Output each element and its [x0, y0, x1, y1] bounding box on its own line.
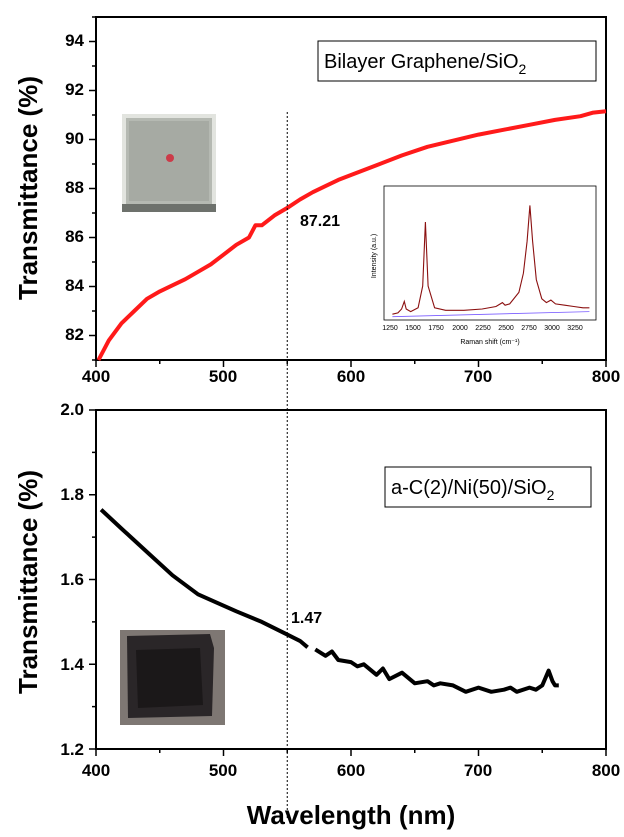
bottom-x-tick-label: 400	[82, 761, 110, 780]
bottom-y-tick-label: 2.0	[60, 400, 84, 419]
raman-tick-label: 2500	[498, 325, 514, 332]
top-legend: Bilayer Graphene/SiO2	[317, 40, 597, 82]
top-y-tick-label: 82	[65, 325, 84, 344]
bottom-transmittance-series	[99, 508, 309, 649]
raman-inset-spectrum	[392, 205, 590, 315]
bottom-x-tick-label: 700	[464, 761, 492, 780]
top-y-tick-label: 90	[65, 129, 84, 148]
bottom-y-tick-label: 1.2	[60, 740, 84, 759]
top-x-tick-label: 400	[82, 367, 110, 386]
top-x-tick-label: 500	[209, 367, 237, 386]
raman-inset: Intensity (a.u.) Raman shift (cm⁻¹) 1250…	[371, 185, 597, 346]
top-ticks	[89, 16, 607, 367]
raman-tick-label: 3250	[567, 325, 583, 332]
top-tick-labels: 82 84 86 88 90 92 94 400 500 600 700 800	[65, 31, 620, 386]
top-transmittance-series	[96, 109, 607, 361]
raman-inset-xlabel: Raman shift (cm⁻¹)	[460, 339, 519, 346]
bottom-legend: a-C(2)/Ni(50)/SiO2	[384, 466, 592, 508]
bottom-transmittance-series	[314, 647, 559, 694]
top-legend-box	[317, 40, 597, 82]
top-legend-main: Bilayer Graphene/SiO	[324, 51, 519, 73]
top-y-tick-label: 88	[65, 178, 84, 197]
raman-inset-ylabel: Intensity (a.u.)	[371, 234, 378, 278]
bottom-panel: 1.2 1.4 1.6 1.8 2.0 400 500 600 700 800 …	[13, 400, 620, 830]
bottom-y-axis-title: Transmittance (%)	[13, 470, 43, 694]
top-legend-label: Bilayer Graphene/SiO2	[324, 51, 527, 77]
bottom-x-tick-label: 500	[209, 761, 237, 780]
top-x-tick-label: 700	[464, 367, 492, 386]
raman-inset-tick-labels: 1250 1500 1750 2000 2250 2500 2750 3000 …	[382, 325, 583, 332]
top-y-tick-label: 86	[65, 227, 84, 246]
raman-tick-label: 2000	[452, 325, 468, 332]
raman-tick-label: 2750	[521, 325, 537, 332]
bottom-legend-box	[384, 466, 592, 508]
graphene-sample-photo	[122, 114, 216, 212]
x-axis-title: Wavelength (nm)	[247, 800, 455, 830]
bottom-y-tick-label: 1.4	[60, 655, 84, 674]
bottom-annotation: 1.47	[291, 610, 322, 627]
top-legend-subscript: 2	[519, 61, 527, 77]
bottom-y-tick-label: 1.6	[60, 570, 84, 589]
raman-inset-baseline	[392, 311, 590, 318]
top-x-tick-label: 600	[337, 367, 365, 386]
top-y-axis-title: Transmittance (%)	[13, 76, 43, 300]
bottom-legend-label: a-C(2)/Ni(50)/SiO2	[391, 477, 555, 503]
raman-inset-frame	[383, 185, 597, 321]
top-x-tick-label: 800	[592, 367, 620, 386]
top-annotation: 87.21	[300, 213, 340, 230]
top-y-tick-label: 94	[65, 31, 84, 50]
raman-tick-label: 1250	[382, 325, 398, 332]
top-y-tick-label: 84	[65, 276, 84, 295]
bottom-legend-main: a-C(2)/Ni(50)/SiO	[391, 477, 547, 499]
bottom-x-tick-label: 600	[337, 761, 365, 780]
raman-tick-label: 3000	[544, 325, 560, 332]
top-y-tick-label: 92	[65, 80, 84, 99]
bottom-y-tick-label: 1.8	[60, 485, 84, 504]
top-panel: 82 84 86 88 90 92 94 400 500 600 700 800…	[13, 16, 620, 386]
raman-tick-label: 2250	[475, 325, 491, 332]
bottom-tick-labels: 1.2 1.4 1.6 1.8 2.0 400 500 600 700 800	[60, 400, 620, 780]
bottom-x-tick-label: 800	[592, 761, 620, 780]
bottom-legend-subscript: 2	[547, 487, 555, 503]
raman-tick-label: 1500	[405, 325, 421, 332]
raman-tick-label: 1750	[428, 325, 444, 332]
carbon-nickel-sample-photo	[120, 630, 225, 725]
